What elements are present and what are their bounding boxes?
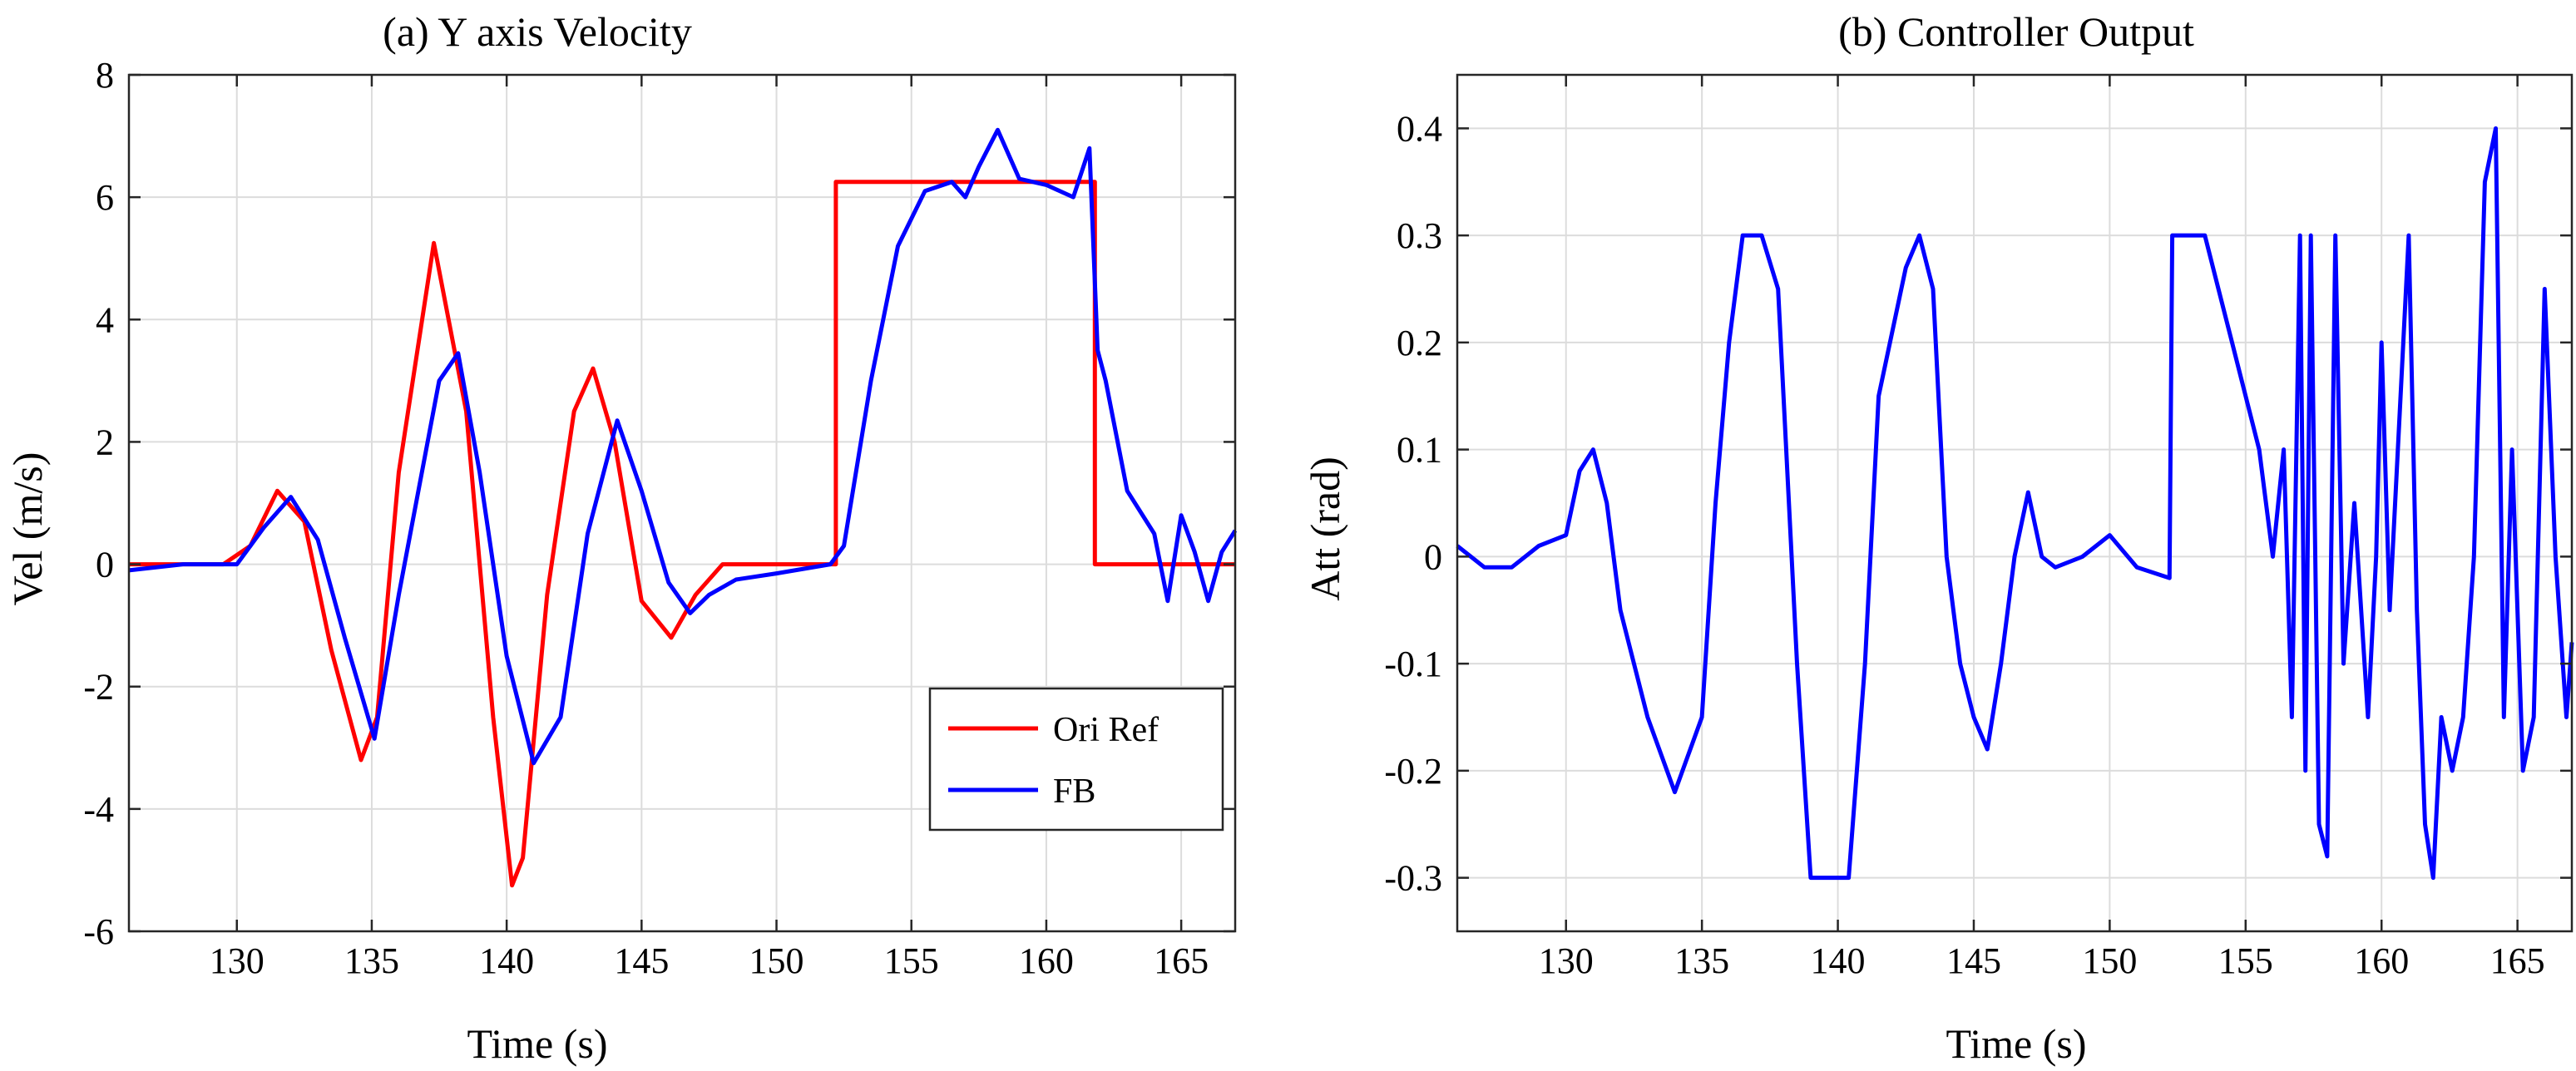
controller-xtick-label: 130 <box>1539 940 1594 981</box>
controller-ytick-label: 0.2 <box>1397 323 1442 363</box>
velocity-xtick-label: 155 <box>884 940 939 981</box>
velocity-xtick-label: 145 <box>614 940 669 981</box>
controller-ytick-label: -0.1 <box>1384 644 1442 684</box>
controller-xtick-label: 155 <box>2218 940 2273 981</box>
velocity-xtick-label: 140 <box>479 940 534 981</box>
legend-label-ori-ref: Ori Ref <box>1053 711 1159 749</box>
velocity-series-fb <box>128 127 1238 766</box>
controller-chart-axes <box>1456 73 2574 933</box>
legend: Ori Ref FB <box>928 687 1224 832</box>
controller-xtick-label: 145 <box>1946 940 2001 981</box>
controller-chart-title: (b) Controller Output <box>1838 8 2194 55</box>
velocity-xtick-label: 165 <box>1154 940 1209 981</box>
velocity-ytick-label: -2 <box>83 667 114 708</box>
legend-label-fb: FB <box>1053 772 1095 811</box>
controller-output-chart: (b) Controller Output Time (s) Att (rad)… <box>1302 8 2574 1067</box>
controller-xtick-label: 165 <box>2490 940 2545 981</box>
velocity-xtick-label: 160 <box>1019 940 1074 981</box>
velocity-xtick-label: 135 <box>344 940 399 981</box>
velocity-chart-xlabel: Time (s) <box>467 1020 607 1067</box>
controller-ytick-label: -0.3 <box>1384 858 1442 899</box>
velocity-ytick-label: 0 <box>96 545 114 585</box>
controller-chart-xlabel: Time (s) <box>1946 1020 2086 1067</box>
legend-box <box>928 687 1224 832</box>
controller-series-att <box>1456 126 2574 881</box>
velocity-chart-title: (a) Y axis Velocity <box>383 8 692 55</box>
velocity-ytick-label: 8 <box>96 55 114 96</box>
controller-ytick-label: 0.1 <box>1397 430 1442 471</box>
velocity-xtick-label: 150 <box>749 940 804 981</box>
controller-xtick-label: 140 <box>1811 940 1866 981</box>
velocity-ytick-label: -4 <box>83 789 114 830</box>
controller-ytick-label: 0.4 <box>1397 108 1442 149</box>
controller-xtick-label: 135 <box>1674 940 1729 981</box>
velocity-chart-ylabel: Vel (m/s) <box>4 452 51 606</box>
controller-xtick-label: 150 <box>2082 940 2137 981</box>
velocity-xtick-label: 130 <box>210 940 265 981</box>
controller-chart-ylabel: Att (rad) <box>1302 457 1348 601</box>
velocity-chart: (a) Y axis Velocity Time (s) Vel (m/s) 1… <box>4 8 1238 1067</box>
velocity-ytick-label: 4 <box>96 299 114 340</box>
velocity-ytick-label: 6 <box>96 177 114 218</box>
controller-ytick-label: 0.3 <box>1397 215 1442 256</box>
velocity-ytick-label: 2 <box>96 422 114 462</box>
velocity-series-ori-ref <box>129 180 1235 888</box>
controller-ytick-label: 0 <box>1424 536 1442 577</box>
velocity-chart-axes <box>127 73 1237 933</box>
controller-xtick-label: 160 <box>2354 940 2409 981</box>
controller-ytick-label: -0.2 <box>1384 751 1442 792</box>
velocity-ytick-label: -6 <box>83 911 114 952</box>
